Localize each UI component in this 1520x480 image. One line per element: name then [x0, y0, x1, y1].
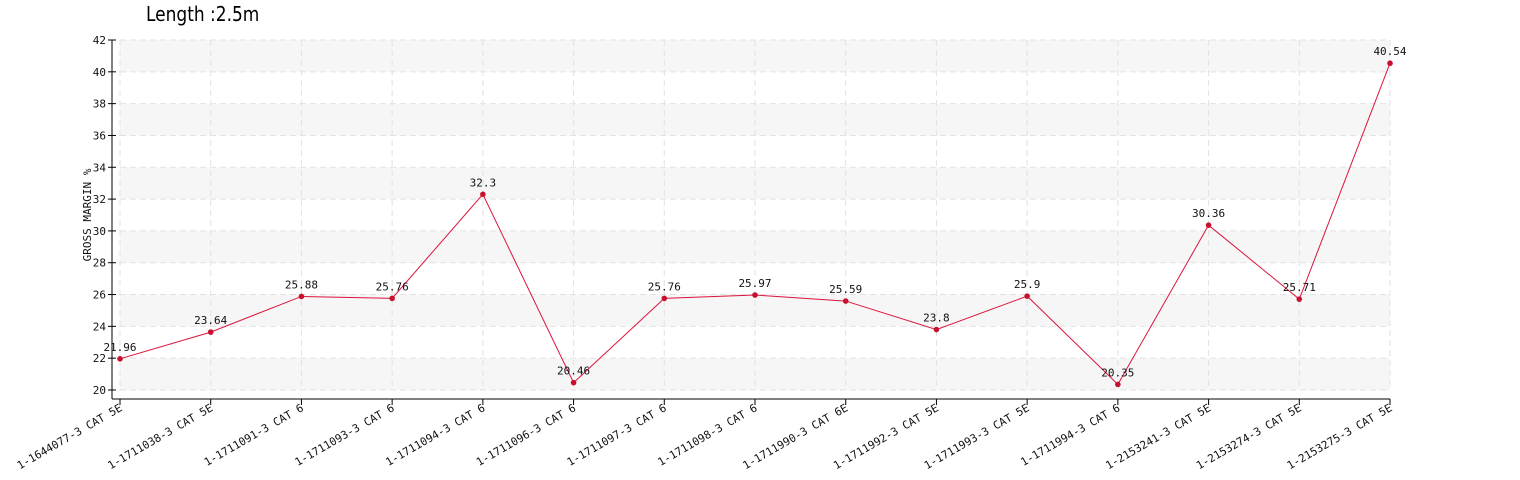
data-points	[117, 60, 1393, 388]
data-point	[661, 295, 668, 302]
data-label: 25.9	[1014, 278, 1041, 291]
y-tick-label: 38	[93, 98, 106, 111]
data-label: 20.46	[557, 365, 590, 378]
data-point	[1205, 222, 1212, 228]
data-point	[1115, 381, 1121, 388]
chart-title: Length :2.5m	[146, 2, 260, 26]
data-point	[389, 295, 395, 302]
grid-band	[120, 230, 1390, 263]
data-label: 25.76	[648, 280, 681, 293]
data-point	[1387, 60, 1393, 67]
data-label: 25.59	[829, 283, 862, 296]
data-point	[117, 356, 123, 362]
data-label: 25.97	[738, 277, 771, 290]
y-axis-ticks: 20 22 24 26 28 30 32 34 36 38 40 42	[93, 34, 116, 397]
x-axis-ticks: 1-1644077-3 CAT 5E1-1711038-3 CAT 5E1-17…	[15, 399, 1395, 472]
data-point	[207, 329, 214, 335]
x-tick-label: 1-1711091-3 CAT 6	[202, 401, 306, 469]
data-label: 23.64	[194, 314, 227, 327]
y-tick-label: 20	[93, 384, 106, 397]
x-tick-label: 1-1711097-3 CAT 6	[565, 401, 669, 469]
data-label: 32.3	[470, 176, 497, 189]
y-tick-label: 36	[93, 129, 106, 142]
y-tick-label: 24	[93, 320, 107, 333]
y-tick-label: 22	[93, 352, 106, 365]
y-tick-label: 34	[93, 161, 107, 174]
data-label: 30.36	[1192, 207, 1225, 220]
y-tick-label: 40	[93, 66, 106, 79]
data-point	[1024, 293, 1030, 299]
y-tick-label: 32	[93, 193, 106, 206]
y-tick-label: 26	[93, 289, 106, 302]
y-tick-label: 42	[93, 34, 106, 47]
data-point	[933, 326, 940, 333]
data-label: 23.8	[923, 312, 950, 325]
data-label: 40.54	[1373, 45, 1406, 58]
x-tick-label: 1-1711093-3 CAT 6	[293, 401, 397, 469]
data-point	[570, 379, 577, 386]
y-tick-label: 28	[93, 257, 106, 270]
data-label: 20.35	[1101, 366, 1134, 379]
x-tick-label: 1-1711094-3 CAT 6	[383, 401, 487, 469]
data-label: 25.88	[285, 278, 318, 291]
y-tick-label: 30	[93, 225, 106, 238]
y-axis-title: GROSS MARGIN %	[81, 168, 94, 261]
data-point	[298, 293, 305, 300]
data-point	[480, 191, 486, 198]
x-tick-label: 1-1711096-3 CAT 6	[474, 401, 578, 469]
data-point	[1296, 296, 1303, 302]
data-point	[752, 292, 758, 298]
data-label: 25.71	[1283, 281, 1316, 294]
data-label: 25.76	[376, 280, 409, 293]
axes	[111, 40, 1390, 400]
data-point	[842, 298, 849, 304]
grid-lines	[119, 39, 1391, 391]
data-labels: 21.96 23.64 25.88 25.76 32.3 20.46 25.76 25.97 2…	[103, 45, 1406, 379]
data-label: 21.96	[103, 341, 136, 354]
